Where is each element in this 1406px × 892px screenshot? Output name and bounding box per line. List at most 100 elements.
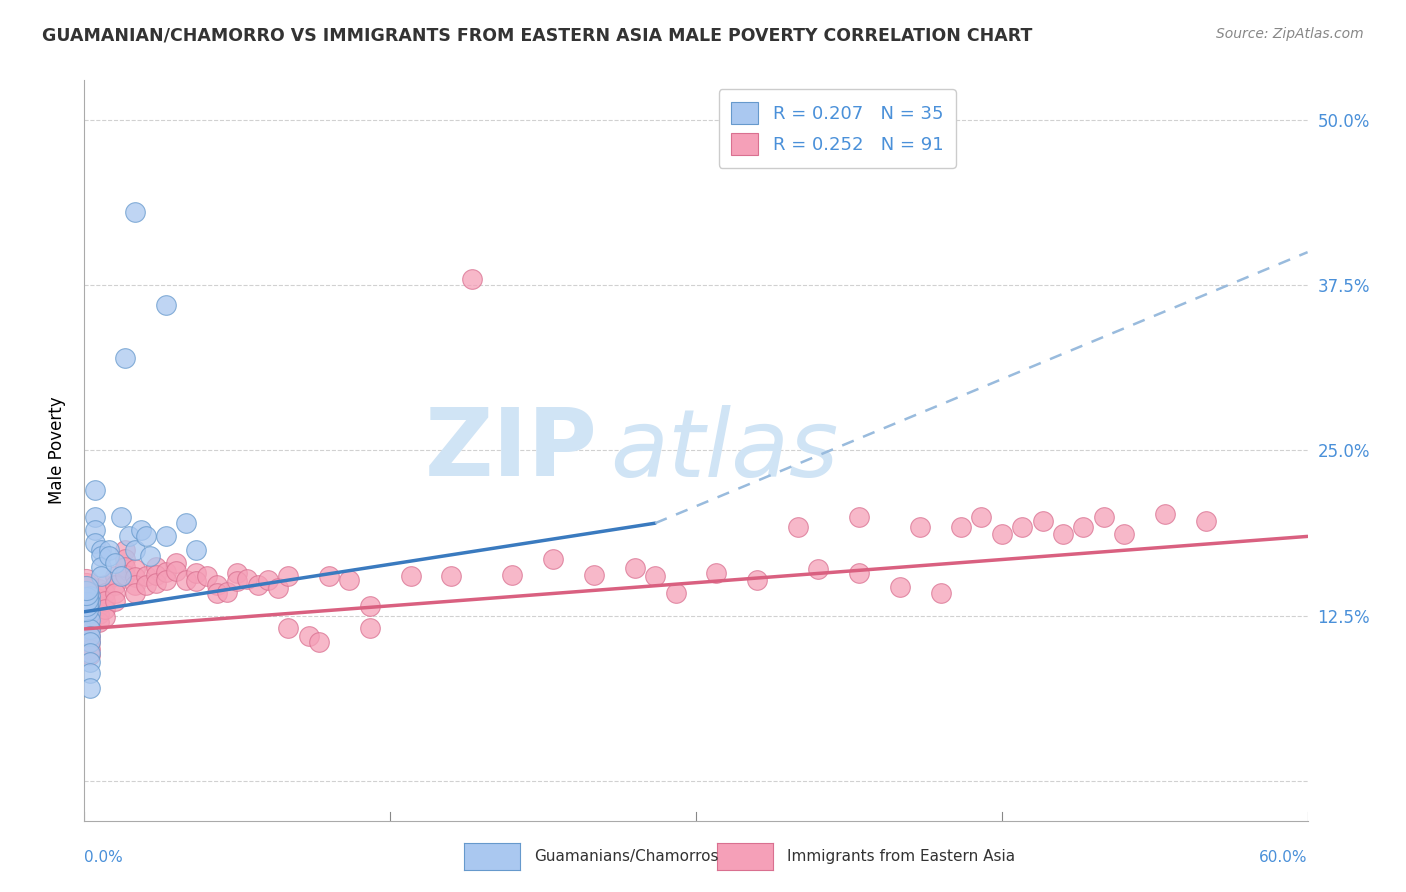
Point: [747, 573, 769, 587]
Point: [145, 575, 167, 590]
Point: [277, 569, 299, 583]
Point: [145, 567, 167, 582]
Point: [87, 582, 110, 597]
Point: [79, 655, 101, 669]
Point: [75, 574, 97, 589]
Point: [79, 635, 101, 649]
Text: ZIP: ZIP: [425, 404, 598, 497]
Point: [124, 570, 146, 584]
Point: [79, 665, 101, 680]
Point: [848, 509, 870, 524]
Point: [543, 552, 565, 566]
Point: [217, 585, 239, 599]
Point: [87, 615, 110, 630]
Point: [83, 483, 105, 497]
Point: [118, 529, 141, 543]
Point: [83, 536, 105, 550]
Point: [83, 509, 105, 524]
Point: [135, 578, 157, 592]
Point: [205, 586, 228, 600]
Point: [75, 586, 97, 600]
Point: [1032, 514, 1054, 528]
Point: [277, 621, 299, 635]
Point: [75, 586, 97, 600]
Text: GUAMANIAN/CHAMORRO VS IMMIGRANTS FROM EASTERN ASIA MALE POVERTY CORRELATION CHAR: GUAMANIAN/CHAMORRO VS IMMIGRANTS FROM EA…: [42, 27, 1032, 45]
Point: [104, 586, 127, 600]
Point: [110, 569, 132, 583]
Point: [93, 602, 115, 616]
Point: [75, 591, 97, 605]
Point: [75, 582, 97, 597]
Point: [87, 591, 110, 606]
Point: [226, 574, 249, 589]
Point: [75, 594, 97, 608]
Point: [79, 622, 101, 636]
Point: [79, 607, 101, 622]
Point: [339, 573, 361, 587]
Point: [1073, 520, 1095, 534]
Point: [90, 569, 112, 583]
Point: [1114, 526, 1136, 541]
Point: [970, 509, 993, 524]
Point: [79, 629, 101, 643]
Point: [583, 567, 606, 582]
Point: [79, 648, 101, 663]
Point: [165, 556, 187, 570]
Point: [124, 578, 146, 592]
Point: [1154, 507, 1177, 521]
Text: Immigrants from Eastern Asia: Immigrants from Eastern Asia: [787, 849, 1015, 863]
Point: [87, 599, 110, 614]
Point: [104, 594, 127, 608]
Point: [124, 586, 146, 600]
Point: [79, 681, 101, 696]
Point: [79, 615, 101, 630]
Point: [114, 351, 136, 365]
Point: [104, 569, 127, 583]
Point: [399, 569, 422, 583]
Point: [174, 516, 197, 531]
Point: [138, 549, 160, 564]
Point: [848, 566, 870, 581]
Point: [97, 542, 120, 557]
Point: [75, 598, 97, 612]
Point: [79, 595, 101, 609]
Point: [155, 529, 177, 543]
Point: [75, 591, 97, 606]
Point: [124, 205, 146, 219]
Point: [155, 565, 177, 579]
Point: [79, 646, 101, 660]
Point: [79, 613, 101, 627]
Point: [502, 567, 524, 582]
Point: [165, 564, 187, 578]
Point: [114, 552, 136, 566]
Point: [79, 589, 101, 603]
Point: [461, 271, 484, 285]
Point: [246, 578, 269, 592]
Point: [124, 542, 146, 557]
Point: [787, 520, 810, 534]
Point: [75, 581, 97, 595]
Point: [124, 562, 146, 576]
Point: [87, 607, 110, 622]
Point: [145, 559, 167, 574]
Point: [75, 602, 97, 616]
Text: 0.0%: 0.0%: [84, 850, 124, 865]
Point: [79, 641, 101, 656]
Text: Source: ZipAtlas.com: Source: ZipAtlas.com: [1216, 27, 1364, 41]
Point: [90, 559, 112, 574]
Point: [79, 635, 101, 649]
Point: [308, 635, 330, 649]
Point: [1195, 514, 1218, 528]
Point: [114, 542, 136, 557]
Point: [114, 559, 136, 574]
Legend: R = 0.207   N = 35, R = 0.252   N = 91: R = 0.207 N = 35, R = 0.252 N = 91: [718, 89, 956, 168]
Point: [90, 549, 112, 564]
Point: [114, 567, 136, 582]
Point: [110, 509, 132, 524]
Point: [79, 591, 101, 606]
Point: [665, 586, 688, 600]
Point: [93, 586, 115, 600]
Point: [135, 529, 157, 543]
Text: 60.0%: 60.0%: [1260, 850, 1308, 865]
Point: [104, 578, 127, 592]
